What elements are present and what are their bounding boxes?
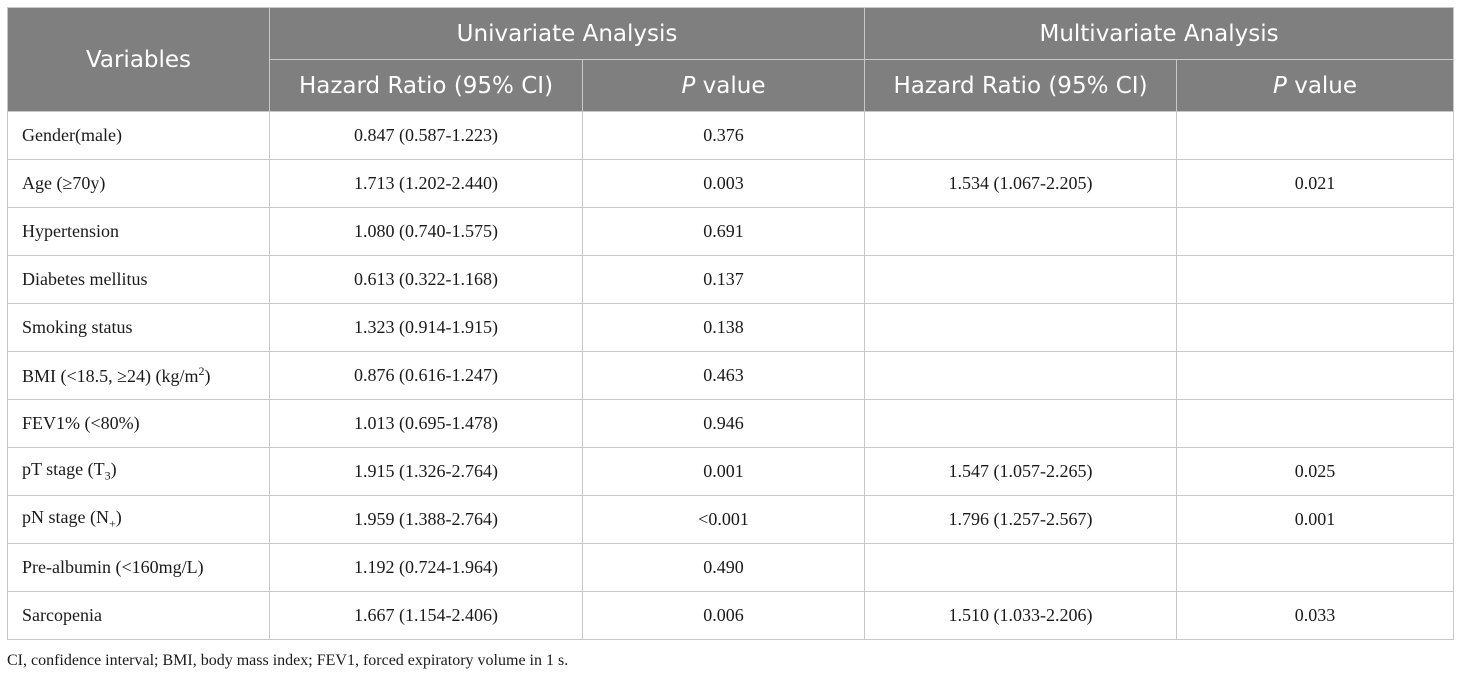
uni-p-value-cell: 0.006 bbox=[581, 591, 866, 640]
table-row: Age (≥70y) 1.713 (1.202-2.440) 0.003 1.534 … bbox=[7, 159, 1455, 208]
multi-p-value-cell bbox=[1176, 255, 1455, 304]
variables-header: Variables bbox=[7, 7, 270, 112]
uni-hazard-ratio-cell: 1.323 (0.914-1.915) bbox=[269, 303, 583, 352]
multi-hazard-ratio-cell: 1.796 (1.257-2.567) bbox=[864, 495, 1178, 544]
multi-p-value-cell: 0.025 bbox=[1176, 447, 1455, 496]
p-rest: value bbox=[695, 72, 766, 99]
multi-p-value-cell bbox=[1176, 351, 1455, 400]
variable-cell: BMI (<18.5, ≥24) (kg/m2) bbox=[7, 351, 270, 400]
table-row: Pre-albumin (<160mg/L) 1.192 (0.724-1.964… bbox=[7, 543, 1455, 592]
uni-p-value-header: P value bbox=[581, 59, 866, 112]
multi-hazard-ratio-cell: 1.547 (1.057-2.265) bbox=[864, 447, 1178, 496]
uni-hazard-ratio-cell: 1.667 (1.154-2.406) bbox=[269, 591, 583, 640]
table-row: BMI (<18.5, ≥24) (kg/m2) 0.876 (0.616-1.2… bbox=[7, 351, 1455, 400]
table-header: Variables Univariate Analysis Multivaria… bbox=[7, 7, 1455, 112]
table-row: Sarcopenia 1.667 (1.154-2.406) 0.006 1.510 … bbox=[7, 591, 1455, 640]
multi-p-value-cell: 0.021 bbox=[1176, 159, 1455, 208]
table-row: Diabetes mellitus 0.613 (0.322-1.168) 0.13… bbox=[7, 255, 1455, 304]
table-row: Hypertension 1.080 (0.740-1.575) 0.691 bbox=[7, 207, 1455, 256]
table-row: FEV1% (<80%) 1.013 (0.695-1.478) 0.946 bbox=[7, 399, 1455, 448]
uni-p-value-cell: 0.463 bbox=[581, 351, 866, 400]
variable-cell: FEV1% (<80%) bbox=[7, 399, 270, 448]
multi-hazard-ratio-cell: 1.534 (1.067-2.205) bbox=[864, 159, 1178, 208]
uni-p-value-cell: 0.490 bbox=[581, 543, 866, 592]
variable-cell: Sarcopenia bbox=[7, 591, 270, 640]
multi-hazard-ratio-cell bbox=[864, 351, 1178, 400]
uni-p-value-cell: 0.376 bbox=[581, 111, 866, 160]
table-body: Gender(male) 0.847 (0.587-1.223) 0.376 Age … bbox=[7, 111, 1455, 640]
uni-hazard-ratio-cell: 1.915 (1.326-2.764) bbox=[269, 447, 583, 496]
multi-hazard-ratio-cell bbox=[864, 303, 1178, 352]
multi-p-value-cell bbox=[1176, 111, 1455, 160]
results-table-container: Variables Univariate Analysis Multivaria… bbox=[7, 7, 1455, 640]
uni-hazard-ratio-cell: 0.613 (0.322-1.168) bbox=[269, 255, 583, 304]
variable-cell: pT stage (T3) bbox=[7, 447, 270, 496]
multi-hazard-ratio-cell bbox=[864, 111, 1178, 160]
cox-regression-table: Variables Univariate Analysis Multivaria… bbox=[7, 7, 1455, 640]
multi-p-value-header: P value bbox=[1176, 59, 1455, 112]
uni-hazard-ratio-cell: 1.013 (0.695-1.478) bbox=[269, 399, 583, 448]
variable-cell: pN stage (N+) bbox=[7, 495, 270, 544]
multi-hazard-ratio-header: Hazard Ratio (95% CI) bbox=[864, 59, 1178, 112]
multi-hazard-ratio-cell bbox=[864, 207, 1178, 256]
uni-p-value-cell: 0.946 bbox=[581, 399, 866, 448]
uni-p-value-cell: 0.137 bbox=[581, 255, 866, 304]
p-italic: P bbox=[1273, 72, 1287, 99]
uni-hazard-ratio-cell: 1.080 (0.740-1.575) bbox=[269, 207, 583, 256]
uni-p-value-cell: 0.691 bbox=[581, 207, 866, 256]
multi-p-value-cell: 0.033 bbox=[1176, 591, 1455, 640]
multi-hazard-ratio-cell bbox=[864, 255, 1178, 304]
uni-hazard-ratio-cell: 0.847 (0.587-1.223) bbox=[269, 111, 583, 160]
uni-hazard-ratio-header: Hazard Ratio (95% CI) bbox=[269, 59, 583, 112]
multi-hazard-ratio-cell bbox=[864, 543, 1178, 592]
multi-p-value-cell bbox=[1176, 399, 1455, 448]
table-row: pT stage (T3) 1.915 (1.326-2.764) 0.001 1.5… bbox=[7, 447, 1455, 496]
multi-p-value-cell: 0.001 bbox=[1176, 495, 1455, 544]
table-row: pN stage (N+) 1.959 (1.388-2.764) <0.001 1.… bbox=[7, 495, 1455, 544]
variable-cell: Hypertension bbox=[7, 207, 270, 256]
multi-hazard-ratio-cell bbox=[864, 399, 1178, 448]
variable-cell: Gender(male) bbox=[7, 111, 270, 160]
multi-hazard-ratio-cell: 1.510 (1.033-2.206) bbox=[864, 591, 1178, 640]
variable-cell: Diabetes mellitus bbox=[7, 255, 270, 304]
multivariate-header: Multivariate Analysis bbox=[864, 7, 1455, 60]
table-row: Gender(male) 0.847 (0.587-1.223) 0.376 bbox=[7, 111, 1455, 160]
uni-hazard-ratio-cell: 1.713 (1.202-2.440) bbox=[269, 159, 583, 208]
uni-p-value-cell: 0.003 bbox=[581, 159, 866, 208]
table-row: Smoking status 1.323 (0.914-1.915) 0.138 bbox=[7, 303, 1455, 352]
multi-p-value-cell bbox=[1176, 207, 1455, 256]
variable-cell: Age (≥70y) bbox=[7, 159, 270, 208]
variable-cell: Smoking status bbox=[7, 303, 270, 352]
uni-hazard-ratio-cell: 1.192 (0.724-1.964) bbox=[269, 543, 583, 592]
p-italic: P bbox=[681, 72, 696, 99]
uni-hazard-ratio-cell: 0.876 (0.616-1.247) bbox=[269, 351, 583, 400]
uni-hazard-ratio-cell: 1.959 (1.388-2.764) bbox=[269, 495, 583, 544]
uni-p-value-cell: <0.001 bbox=[581, 495, 866, 544]
table-footnote: CI, confidence interval; BMI, body mass … bbox=[7, 652, 569, 669]
uni-p-value-cell: 0.138 bbox=[581, 303, 866, 352]
multi-p-value-cell bbox=[1176, 303, 1455, 352]
multi-p-value-cell bbox=[1176, 543, 1455, 592]
variable-cell: Pre-albumin (<160mg/L) bbox=[7, 543, 270, 592]
uni-p-value-cell: 0.001 bbox=[581, 447, 866, 496]
p-rest: value bbox=[1286, 72, 1358, 99]
univariate-header: Univariate Analysis bbox=[268, 7, 866, 60]
